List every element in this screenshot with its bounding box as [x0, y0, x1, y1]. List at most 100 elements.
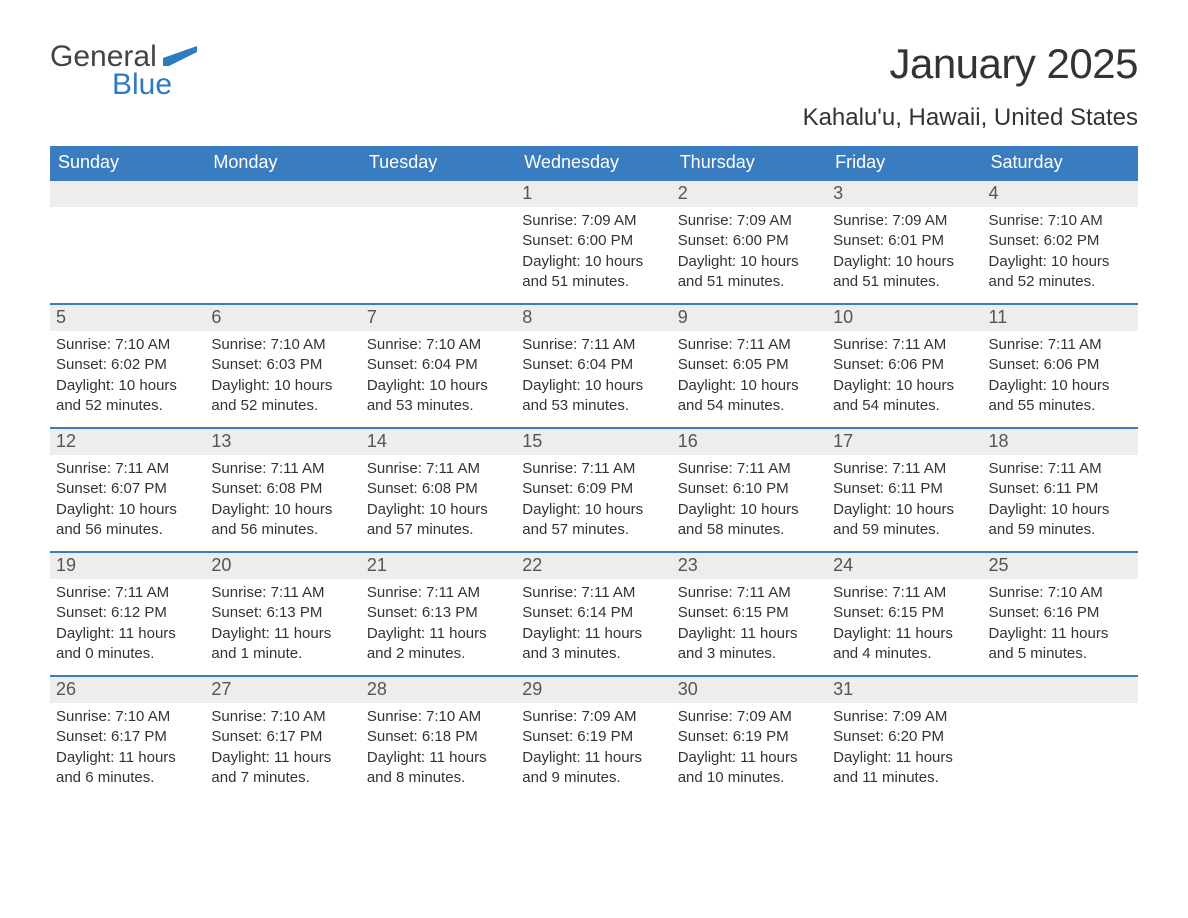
daylight-text: Daylight: 11 hours and 11 minutes. [833, 748, 976, 789]
day-cell: 5Sunrise: 7:10 AMSunset: 6:02 PMDaylight… [50, 305, 205, 427]
sunrise-text: Sunrise: 7:09 AM [522, 211, 665, 231]
sunrise-text: Sunrise: 7:11 AM [678, 459, 821, 479]
sunrise-text: Sunrise: 7:10 AM [211, 707, 354, 727]
day-body: Sunrise: 7:09 AMSunset: 6:00 PMDaylight:… [516, 207, 671, 298]
sunset-text: Sunset: 6:17 PM [56, 727, 199, 747]
day-body: Sunrise: 7:09 AMSunset: 6:01 PMDaylight:… [827, 207, 982, 298]
day-number: 16 [672, 429, 827, 455]
daylight-text: Daylight: 10 hours and 52 minutes. [211, 376, 354, 417]
sunrise-text: Sunrise: 7:11 AM [56, 459, 199, 479]
sunset-text: Sunset: 6:15 PM [833, 603, 976, 623]
daylight-text: Daylight: 10 hours and 56 minutes. [211, 500, 354, 541]
sunrise-text: Sunrise: 7:11 AM [56, 583, 199, 603]
daylight-text: Daylight: 10 hours and 54 minutes. [833, 376, 976, 417]
sunset-text: Sunset: 6:11 PM [833, 479, 976, 499]
day-body: Sunrise: 7:10 AMSunset: 6:03 PMDaylight:… [205, 331, 360, 422]
sunset-text: Sunset: 6:00 PM [522, 231, 665, 251]
day-cell: 27Sunrise: 7:10 AMSunset: 6:17 PMDayligh… [205, 677, 360, 799]
sunset-text: Sunset: 6:10 PM [678, 479, 821, 499]
day-number: 1 [516, 181, 671, 207]
sunset-text: Sunset: 6:18 PM [367, 727, 510, 747]
sunset-text: Sunset: 6:20 PM [833, 727, 976, 747]
day-number: 8 [516, 305, 671, 331]
sunset-text: Sunset: 6:05 PM [678, 355, 821, 375]
weeks-container: 1Sunrise: 7:09 AMSunset: 6:00 PMDaylight… [50, 181, 1138, 799]
daylight-text: Daylight: 11 hours and 3 minutes. [522, 624, 665, 665]
day-cell: 1Sunrise: 7:09 AMSunset: 6:00 PMDaylight… [516, 181, 671, 303]
day-cell: 7Sunrise: 7:10 AMSunset: 6:04 PMDaylight… [361, 305, 516, 427]
calendar: SundayMondayTuesdayWednesdayThursdayFrid… [50, 146, 1138, 799]
sunrise-text: Sunrise: 7:11 AM [678, 335, 821, 355]
sunrise-text: Sunrise: 7:11 AM [367, 459, 510, 479]
daylight-text: Daylight: 11 hours and 6 minutes. [56, 748, 199, 789]
day-cell: 23Sunrise: 7:11 AMSunset: 6:15 PMDayligh… [672, 553, 827, 675]
day-cell: 4Sunrise: 7:10 AMSunset: 6:02 PMDaylight… [983, 181, 1138, 303]
day-cell: 8Sunrise: 7:11 AMSunset: 6:04 PMDaylight… [516, 305, 671, 427]
day-number: 2 [672, 181, 827, 207]
month-title: January 2025 [803, 40, 1138, 88]
sunset-text: Sunset: 6:07 PM [56, 479, 199, 499]
sunset-text: Sunset: 6:06 PM [833, 355, 976, 375]
sunrise-text: Sunrise: 7:09 AM [678, 211, 821, 231]
sunset-text: Sunset: 6:03 PM [211, 355, 354, 375]
sunrise-text: Sunrise: 7:10 AM [989, 583, 1132, 603]
day-body: Sunrise: 7:10 AMSunset: 6:04 PMDaylight:… [361, 331, 516, 422]
day-number: 10 [827, 305, 982, 331]
sunset-text: Sunset: 6:12 PM [56, 603, 199, 623]
day-cell [361, 181, 516, 303]
day-number: 26 [50, 677, 205, 703]
sunset-text: Sunset: 6:15 PM [678, 603, 821, 623]
sunrise-text: Sunrise: 7:11 AM [833, 583, 976, 603]
daylight-text: Daylight: 11 hours and 10 minutes. [678, 748, 821, 789]
day-number: 27 [205, 677, 360, 703]
day-number: 19 [50, 553, 205, 579]
daylight-text: Daylight: 10 hours and 53 minutes. [522, 376, 665, 417]
day-cell: 21Sunrise: 7:11 AMSunset: 6:13 PMDayligh… [361, 553, 516, 675]
day-cell: 6Sunrise: 7:10 AMSunset: 6:03 PMDaylight… [205, 305, 360, 427]
sunset-text: Sunset: 6:08 PM [367, 479, 510, 499]
day-cell [50, 181, 205, 303]
daylight-text: Daylight: 10 hours and 53 minutes. [367, 376, 510, 417]
day-cell: 15Sunrise: 7:11 AMSunset: 6:09 PMDayligh… [516, 429, 671, 551]
sunrise-text: Sunrise: 7:10 AM [56, 707, 199, 727]
day-cell: 19Sunrise: 7:11 AMSunset: 6:12 PMDayligh… [50, 553, 205, 675]
weekday-label: Sunday [50, 146, 205, 181]
weekday-label: Monday [205, 146, 360, 181]
weekday-header-row: SundayMondayTuesdayWednesdayThursdayFrid… [50, 146, 1138, 181]
day-cell: 11Sunrise: 7:11 AMSunset: 6:06 PMDayligh… [983, 305, 1138, 427]
daylight-text: Daylight: 11 hours and 8 minutes. [367, 748, 510, 789]
day-body: Sunrise: 7:10 AMSunset: 6:16 PMDaylight:… [983, 579, 1138, 670]
day-body: Sunrise: 7:10 AMSunset: 6:18 PMDaylight:… [361, 703, 516, 794]
day-number: 23 [672, 553, 827, 579]
daylight-text: Daylight: 10 hours and 51 minutes. [522, 252, 665, 293]
day-number: 11 [983, 305, 1138, 331]
sunrise-text: Sunrise: 7:11 AM [678, 583, 821, 603]
day-body: Sunrise: 7:10 AMSunset: 6:02 PMDaylight:… [983, 207, 1138, 298]
day-number: 28 [361, 677, 516, 703]
day-number: 14 [361, 429, 516, 455]
day-body: Sunrise: 7:11 AMSunset: 6:06 PMDaylight:… [983, 331, 1138, 422]
daylight-text: Daylight: 10 hours and 57 minutes. [367, 500, 510, 541]
sunset-text: Sunset: 6:01 PM [833, 231, 976, 251]
daylight-text: Daylight: 10 hours and 56 minutes. [56, 500, 199, 541]
sunset-text: Sunset: 6:04 PM [367, 355, 510, 375]
sunrise-text: Sunrise: 7:10 AM [989, 211, 1132, 231]
day-cell: 30Sunrise: 7:09 AMSunset: 6:19 PMDayligh… [672, 677, 827, 799]
day-body: Sunrise: 7:11 AMSunset: 6:11 PMDaylight:… [827, 455, 982, 546]
location-text: Kahalu'u, Hawaii, United States [803, 104, 1138, 132]
sunset-text: Sunset: 6:17 PM [211, 727, 354, 747]
sunrise-text: Sunrise: 7:11 AM [833, 335, 976, 355]
day-cell: 17Sunrise: 7:11 AMSunset: 6:11 PMDayligh… [827, 429, 982, 551]
sunset-text: Sunset: 6:19 PM [522, 727, 665, 747]
weekday-label: Thursday [672, 146, 827, 181]
day-cell: 26 Sunrise: 7:10 AMSunset: 6:17 PMDayligh… [50, 677, 205, 799]
day-number: 4 [983, 181, 1138, 207]
day-number: 29 [516, 677, 671, 703]
sunrise-text: Sunrise: 7:09 AM [833, 707, 976, 727]
daylight-text: Daylight: 10 hours and 58 minutes. [678, 500, 821, 541]
day-number: 30 [672, 677, 827, 703]
day-cell: 25Sunrise: 7:10 AMSunset: 6:16 PMDayligh… [983, 553, 1138, 675]
sunset-text: Sunset: 6:13 PM [367, 603, 510, 623]
daylight-text: Daylight: 10 hours and 57 minutes. [522, 500, 665, 541]
day-cell: 18Sunrise: 7:11 AMSunset: 6:11 PMDayligh… [983, 429, 1138, 551]
